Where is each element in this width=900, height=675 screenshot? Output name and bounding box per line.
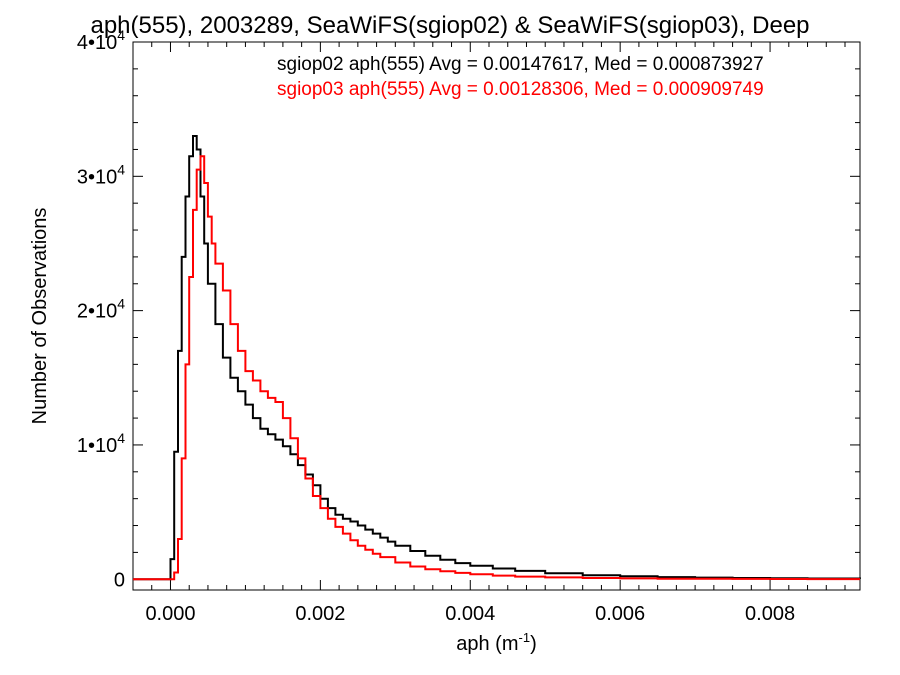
y-tick-label: 3•104 (77, 161, 125, 188)
y-tick-label-exponent: 4 (117, 27, 125, 43)
x-axis-label-exponent: -1 (519, 630, 531, 645)
x-axis-label: aph (m-1) (456, 630, 536, 655)
y-tick-label: 4•104 (77, 27, 125, 54)
y-tick-label-main: 1•10 (77, 435, 117, 457)
x-tick-label: 0.000 (145, 603, 195, 625)
plot-frame (132, 41, 861, 591)
y-tick-label: 2•104 (77, 296, 125, 323)
x-tick-label: 0.008 (745, 603, 795, 625)
y-tick-label-exponent: 4 (117, 296, 125, 312)
x-axis: 0.000 0.002 0.004 0.006 0.008 (132, 42, 846, 625)
y-tick-label: 1•104 (77, 430, 125, 457)
x-tick-label: 0.004 (445, 603, 495, 625)
y-tick-label-main: 2•10 (77, 301, 117, 323)
y-axis-label: Number of Observations (29, 208, 51, 425)
y-tick-label-main: 3•10 (77, 166, 117, 188)
chart-title: aph(555), 2003289, SeaWiFS(sgiop02) & Se… (90, 12, 809, 39)
y-tick-label: 0 (114, 569, 125, 591)
y-tick-label-main: 4•10 (77, 32, 117, 54)
x-axis-label-tail: ) (530, 633, 537, 655)
x-tick-label: 0.002 (295, 603, 345, 625)
x-axis-label-main: aph (m (456, 633, 518, 655)
y-tick-label-exponent: 4 (117, 430, 125, 446)
legend: sgiop02 aph(555) Avg = 0.00147617, Med =… (277, 54, 764, 100)
series-line-1 (133, 135, 861, 581)
series-lines (133, 135, 861, 581)
legend-entry: sgiop03 aph(555) Avg = 0.00128306, Med =… (277, 79, 764, 100)
x-tick-label: 0.006 (595, 603, 645, 625)
y-tick-label-main: 0 (114, 569, 125, 591)
legend-entry: sgiop02 aph(555) Avg = 0.00147617, Med =… (277, 54, 764, 75)
series-line-2 (133, 155, 860, 581)
y-tick-label-exponent: 4 (117, 161, 125, 177)
